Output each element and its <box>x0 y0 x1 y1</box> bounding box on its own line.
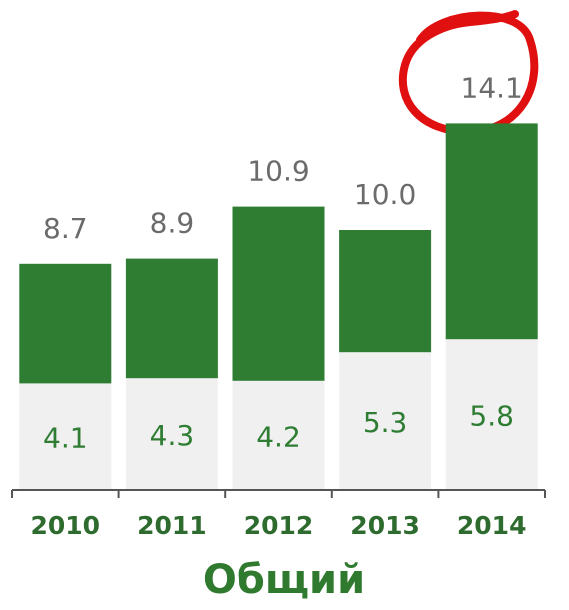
total-label: 10.9 <box>247 155 309 188</box>
bar-segment <box>125 378 218 490</box>
bar-segment <box>125 258 218 379</box>
total-label: 8.9 <box>150 207 195 240</box>
x-tick-label: 2010 <box>31 511 101 540</box>
bar-segment <box>339 352 432 490</box>
bar-segment <box>232 206 325 381</box>
segment-label: 4.1 <box>43 422 88 455</box>
total-label: 10.0 <box>354 178 416 211</box>
bar-segment <box>19 383 112 490</box>
segment-label: 4.3 <box>150 419 195 452</box>
bar-segment <box>445 339 538 490</box>
chart-title: Общий <box>203 557 365 603</box>
x-tick-label: 2012 <box>244 511 314 540</box>
total-label: 14.1 <box>461 71 523 104</box>
x-tick-label: 2014 <box>457 511 527 540</box>
segment-label: 5.8 <box>469 400 514 433</box>
total-label: 8.7 <box>43 212 88 245</box>
bar-segment <box>19 263 112 384</box>
bar-segment <box>445 123 538 340</box>
segment-label: 5.3 <box>363 406 408 439</box>
bar-segment <box>232 380 325 490</box>
bar-segment <box>339 230 432 353</box>
x-tick-label: 2013 <box>350 511 420 540</box>
segment-label: 4.2 <box>256 420 301 453</box>
x-tick-label: 2011 <box>137 511 207 540</box>
